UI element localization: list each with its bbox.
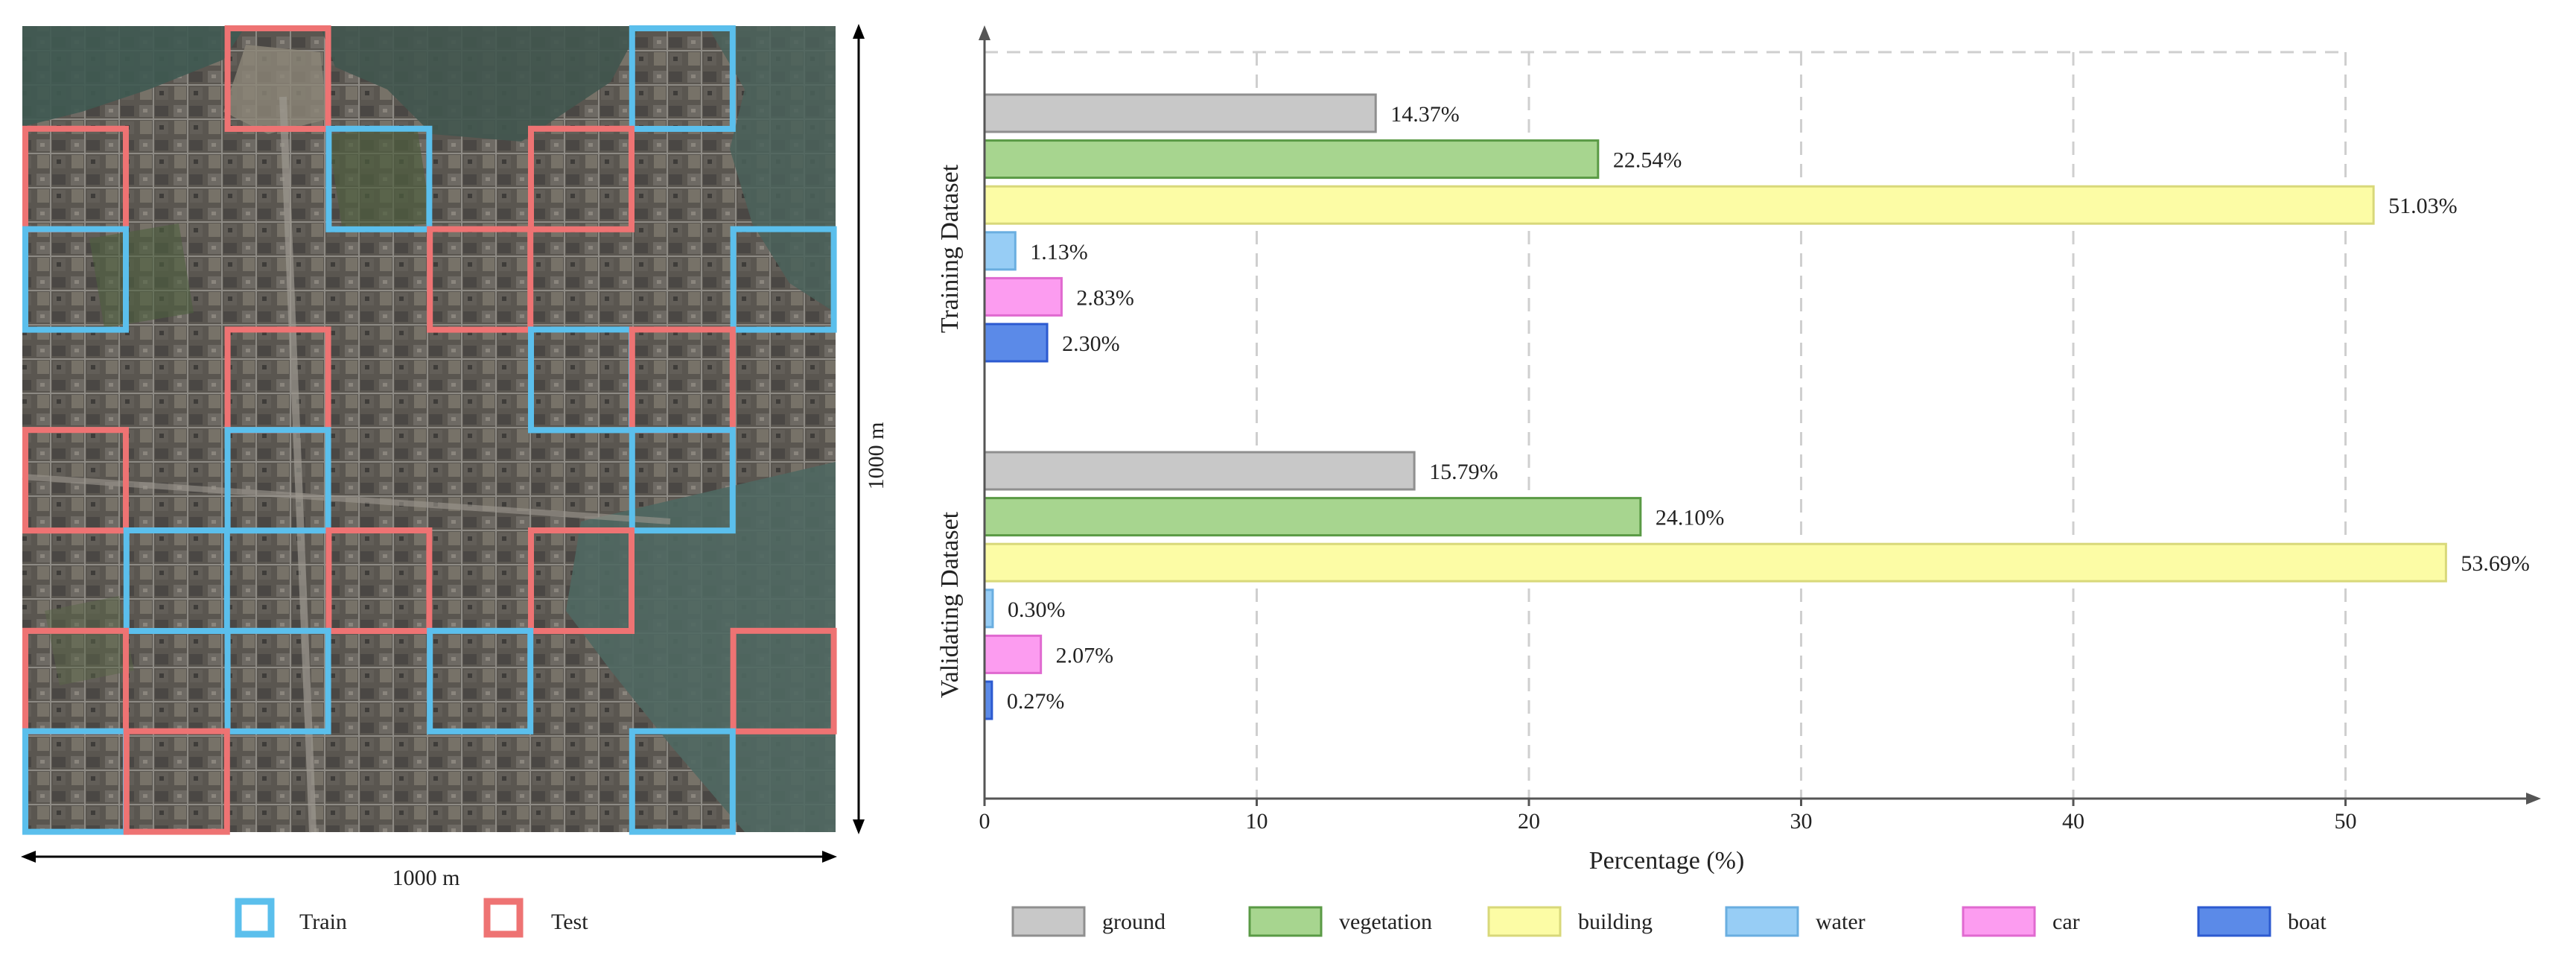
bar-car-validating (983, 634, 1043, 674)
bar-label-building-training: 51.03% (2388, 194, 2458, 218)
legend-label-building: building (1578, 910, 1653, 934)
bar-water-validating (983, 589, 994, 629)
bar-label-ground-training: 14.37% (1390, 102, 1460, 127)
x-tick-label-0: 0 (979, 809, 990, 834)
tile-test-20 (730, 627, 837, 735)
tile-train-14 (123, 527, 230, 634)
width-arrowhead-left (21, 851, 36, 863)
x-axis-title: Percentage (%) (1589, 847, 1745, 875)
bar-vegetation-validating (983, 497, 1642, 537)
height-arrowhead-top (853, 24, 865, 39)
tile-train-19 (427, 627, 534, 735)
bar-label-water-training: 1.13% (1030, 240, 1088, 264)
legend-swatch-water (1725, 906, 1799, 937)
tile-test-11 (22, 427, 129, 534)
tile-train-5 (22, 226, 129, 333)
legend-swatch-building (1487, 906, 1562, 937)
height-arrowhead-bottom (853, 819, 865, 834)
tile-test-16 (528, 527, 635, 634)
tile-train-1 (629, 25, 736, 132)
tile-test-0 (224, 25, 331, 132)
legend-label-ground: ground (1102, 910, 1165, 934)
bar-ground-validating (983, 451, 1416, 491)
legend-swatch-ground (1011, 906, 1086, 937)
tile-train-13 (629, 427, 736, 534)
bar-label-ground-validating: 15.79% (1429, 460, 1498, 484)
tile-train-7 (730, 226, 837, 333)
bar-label-boat-validating: 0.27% (1007, 689, 1065, 714)
legend-train-swatch (235, 898, 275, 938)
tile-test-4 (528, 125, 635, 232)
legend-swatch-vegetation (1248, 906, 1323, 937)
x-axis-arrowhead (2526, 793, 2541, 805)
bar-label-vegetation-validating: 24.10% (1656, 506, 1725, 530)
bar-ground-training (983, 93, 1377, 133)
x-tick-label-20: 20 (1518, 809, 1540, 834)
tile-test-15 (325, 527, 433, 634)
bar-boat-training (983, 323, 1049, 363)
x-tick-label-10: 10 (1246, 809, 1268, 834)
tile-train-23 (629, 728, 736, 835)
tile-train-18 (224, 627, 331, 735)
x-tick-label-50: 50 (2335, 809, 2357, 834)
legend-train-label: Train (299, 910, 347, 934)
x-tick-label-40: 40 (2062, 809, 2084, 834)
legend-swatch-car (1962, 906, 2036, 937)
bar-water-training (983, 231, 1017, 271)
bar-building-validating (983, 542, 2447, 583)
height-dimension-label: 1000 m (864, 422, 888, 490)
legend-test-swatch (483, 898, 524, 938)
legend-label-vegetation: vegetation (1339, 910, 1432, 934)
tile-train-3 (325, 125, 433, 232)
aerial-map-panel: 1000 m 1000 m Train Test (21, 24, 888, 938)
tile-test-22 (123, 728, 230, 835)
group-label-validating: Validating Dataset (936, 511, 964, 698)
bar-vegetation-training (983, 139, 1600, 180)
tile-test-6 (427, 226, 534, 333)
legend-label-boat: boat (2288, 910, 2327, 934)
legend-label-water: water (1816, 910, 1866, 934)
legend-label-car: car (2052, 910, 2080, 934)
legend-test-label: Test (551, 910, 588, 934)
bar-label-vegetation-training: 22.54% (1613, 148, 1682, 173)
y-axis-arrowhead (979, 25, 990, 40)
legend-swatch-boat (2197, 906, 2271, 937)
class-distribution-chart: 14.37% 22.54% 51.03% 1.13% 2.83% 2.30% 15.79% 2… (936, 25, 2541, 937)
bar-label-boat-training: 2.30% (1062, 332, 1120, 356)
group-label-training: Training Dataset (936, 164, 964, 333)
bar-car-training (983, 276, 1063, 317)
width-dimension-label: 1000 m (392, 866, 460, 890)
bar-label-car-training: 2.83% (1076, 285, 1134, 310)
bar-label-building-validating: 53.69% (2461, 551, 2530, 576)
bar-label-water-validating: 0.30% (1008, 597, 1066, 622)
bar-label-car-validating: 2.07% (1056, 643, 1114, 667)
bar-building-training (983, 185, 2375, 225)
tile-train-12 (224, 427, 331, 534)
width-arrowhead-right (822, 851, 837, 863)
x-tick-label-30: 30 (1790, 809, 1813, 834)
